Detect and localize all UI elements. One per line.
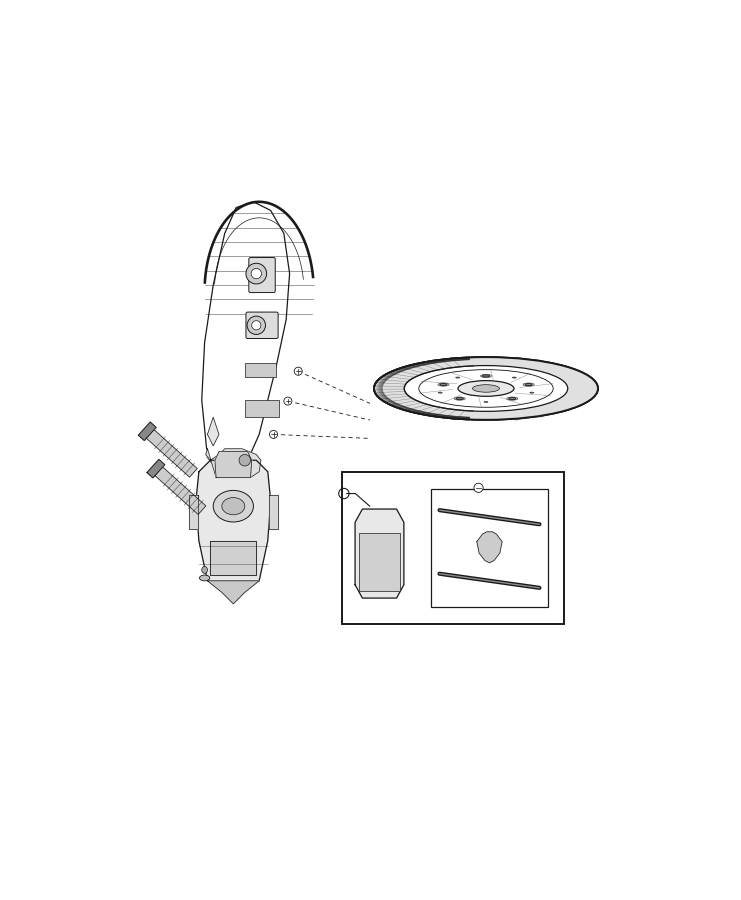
Ellipse shape <box>456 377 459 378</box>
Circle shape <box>247 316 265 335</box>
Ellipse shape <box>438 392 442 393</box>
Ellipse shape <box>374 357 598 419</box>
Circle shape <box>284 397 292 405</box>
Polygon shape <box>210 541 256 575</box>
Bar <box>342 472 564 624</box>
Ellipse shape <box>405 365 568 411</box>
Ellipse shape <box>213 491 253 522</box>
Polygon shape <box>215 452 252 478</box>
Polygon shape <box>189 495 198 529</box>
Polygon shape <box>147 459 165 478</box>
Polygon shape <box>207 418 219 446</box>
Polygon shape <box>269 495 278 529</box>
Ellipse shape <box>439 383 447 385</box>
Polygon shape <box>202 202 290 469</box>
Ellipse shape <box>199 575 210 580</box>
Circle shape <box>246 264 267 284</box>
Bar <box>359 533 400 591</box>
Polygon shape <box>147 429 197 477</box>
Ellipse shape <box>525 383 532 385</box>
Circle shape <box>251 268 262 279</box>
Bar <box>245 363 276 377</box>
Circle shape <box>474 483 483 492</box>
Ellipse shape <box>456 398 463 400</box>
Bar <box>245 400 279 418</box>
Ellipse shape <box>484 401 488 402</box>
Polygon shape <box>207 580 259 604</box>
Ellipse shape <box>508 398 516 400</box>
Polygon shape <box>206 449 261 478</box>
Circle shape <box>294 367 302 375</box>
Polygon shape <box>476 532 502 562</box>
Bar <box>431 489 548 607</box>
Ellipse shape <box>202 566 207 573</box>
Ellipse shape <box>512 377 516 378</box>
Ellipse shape <box>458 381 514 396</box>
Polygon shape <box>196 460 270 580</box>
FancyBboxPatch shape <box>246 312 278 338</box>
Circle shape <box>252 320 261 330</box>
Circle shape <box>270 430 278 438</box>
FancyBboxPatch shape <box>249 257 275 292</box>
Polygon shape <box>139 422 156 440</box>
Polygon shape <box>155 467 206 515</box>
Polygon shape <box>355 509 404 598</box>
Ellipse shape <box>482 375 490 377</box>
Ellipse shape <box>374 357 598 419</box>
Ellipse shape <box>473 384 499 392</box>
Ellipse shape <box>530 392 534 393</box>
Circle shape <box>239 454 250 466</box>
Ellipse shape <box>222 498 245 515</box>
